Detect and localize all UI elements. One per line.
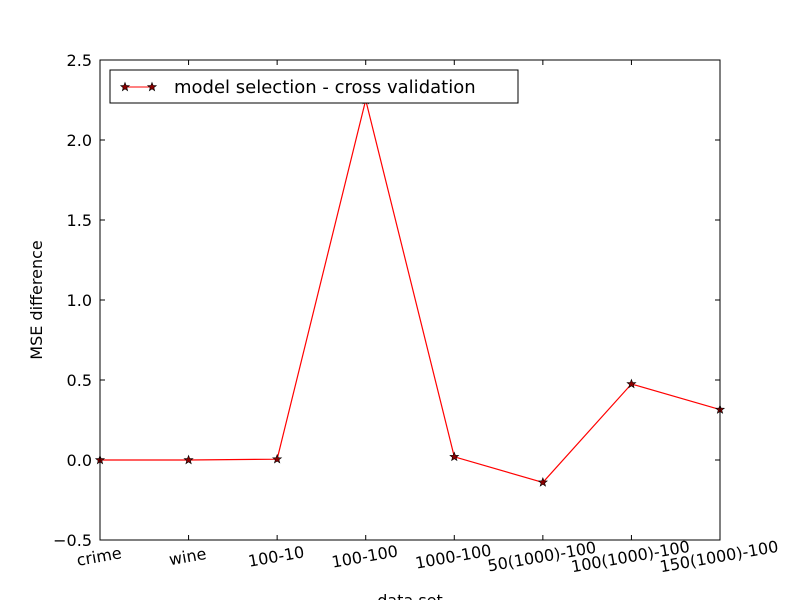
y-tick-label: 1.5 — [67, 211, 92, 230]
x-axis-label: data set — [377, 591, 443, 600]
x-tick-label: wine — [167, 544, 207, 569]
data-point-marker — [626, 378, 637, 389]
legend-label: model selection - cross validation — [174, 77, 476, 98]
y-axis-label: MSE difference — [27, 240, 46, 359]
y-tick-label: 1.0 — [67, 291, 92, 310]
legend-marker-icon — [146, 81, 158, 92]
legend-box — [109, 69, 519, 104]
y-tick-label: 2.0 — [67, 131, 92, 150]
x-tick-label: 100-100 — [330, 541, 399, 571]
data-point-marker — [183, 454, 194, 465]
series-layer — [94, 94, 726, 487]
legend-marker-icon — [119, 81, 131, 92]
x-tick-label: 100-10 — [247, 542, 306, 571]
series-line — [100, 99, 721, 484]
legend: model selection - cross validation — [109, 69, 519, 104]
plot-frame — [99, 59, 721, 541]
y-tick-label: 0.0 — [67, 451, 92, 470]
x-tick-label: 1000-100 — [414, 541, 493, 573]
y-tick-label: −0.5 — [53, 531, 92, 550]
data-point-marker — [449, 451, 460, 462]
y-tick-label: 2.5 — [67, 51, 92, 70]
y-tick-label: 0.5 — [67, 371, 92, 390]
data-point-marker — [537, 477, 548, 487]
data-point-marker — [272, 453, 283, 464]
